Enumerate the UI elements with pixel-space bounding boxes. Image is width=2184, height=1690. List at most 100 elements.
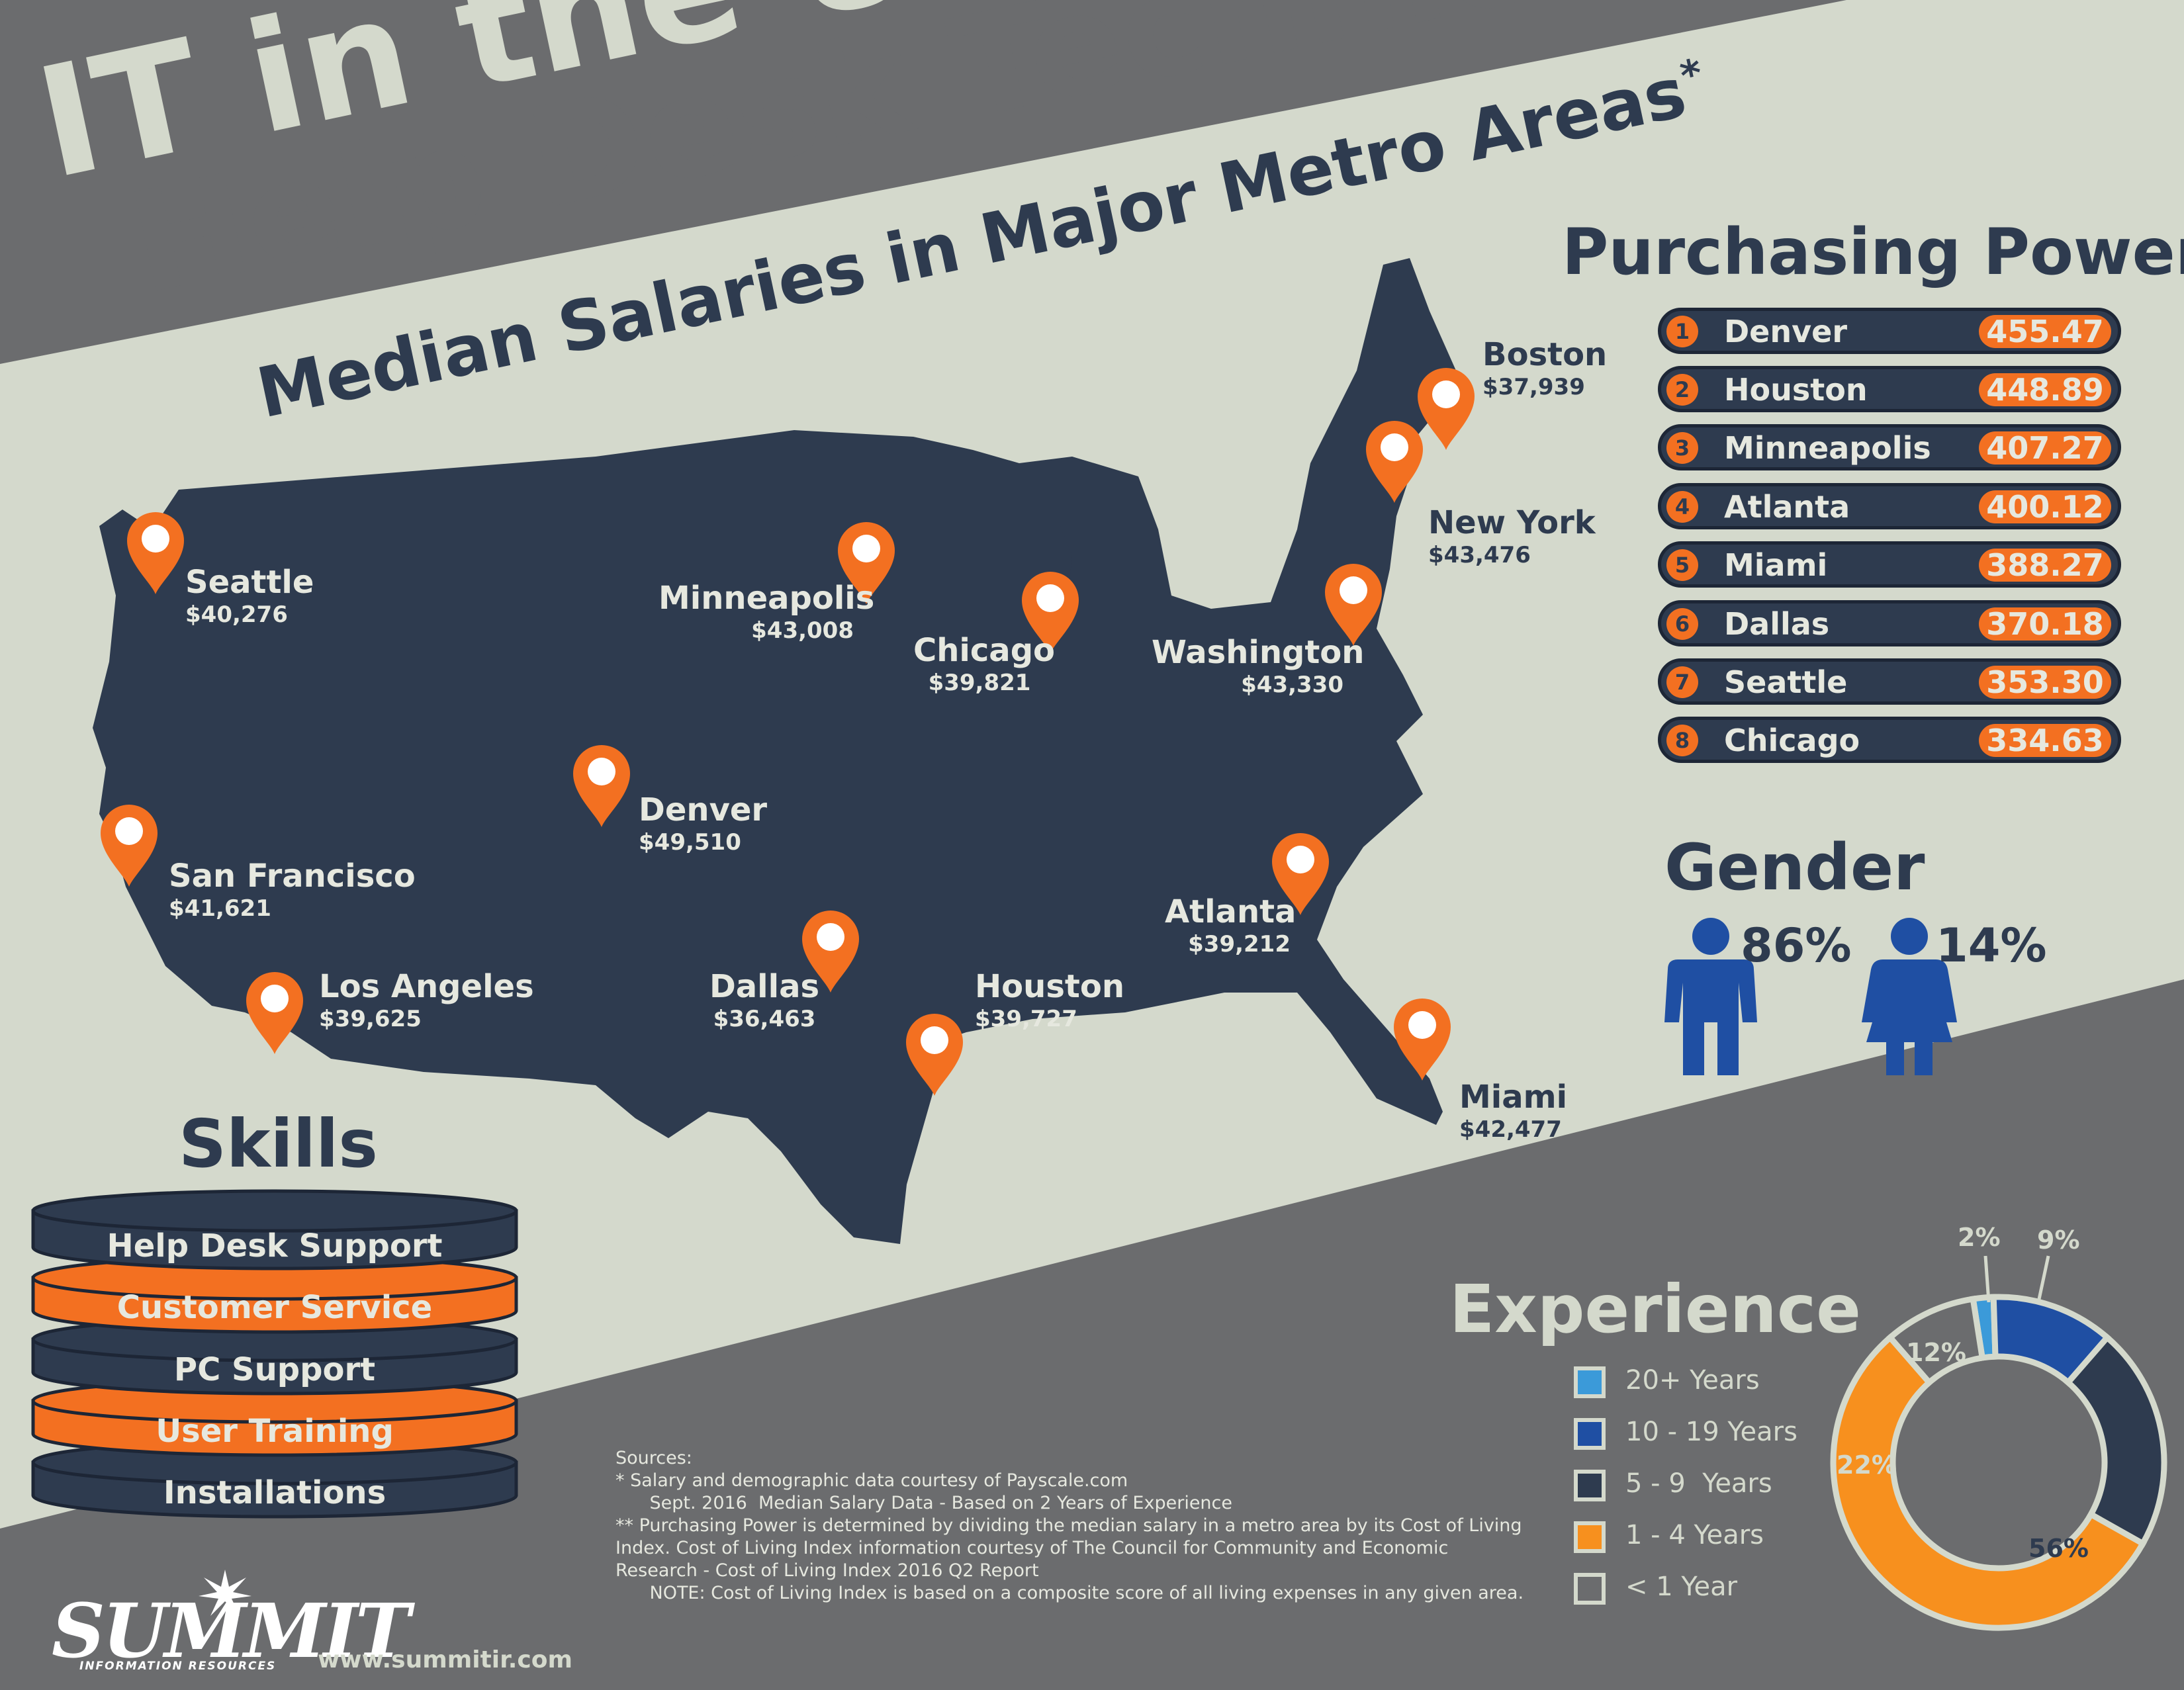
experience-donut-chart [1830, 1294, 2167, 1631]
city-salary: $40,276 [185, 601, 288, 628]
donut-label-10-19: 12% [1906, 1338, 1966, 1367]
map-pin-icon [1394, 999, 1451, 1081]
rank-badge: 1 [1666, 316, 1698, 347]
pp-city-name: Dallas [1724, 606, 1830, 642]
legend-swatch-under-1 [1574, 1573, 1606, 1605]
skill-disk-1 [31, 1189, 518, 1270]
city-label-dallas: Dallas $36,463 [702, 968, 827, 1032]
donut-slice-5 [1886, 1295, 1986, 1387]
city-name: Dallas [709, 968, 820, 1005]
city-name: Miami [1459, 1079, 1568, 1116]
city-salary: $39,625 [319, 1005, 422, 1032]
male-percent: 86% [1741, 918, 1852, 973]
skill-customer-service: Customer Service [116, 1289, 433, 1326]
legend-label-1-4: 1 - 4 Years [1625, 1520, 1764, 1550]
pp-value: 455.47 [1979, 315, 2111, 348]
rank-badge: 7 [1666, 666, 1698, 698]
city-salary: $49,510 [639, 828, 741, 856]
donut-slice-4 [1830, 1333, 2147, 1631]
source-line: Sources: [615, 1448, 692, 1468]
legend-label-5-9: 5 - 9 Years [1625, 1468, 1772, 1499]
experience-title: Experience [1449, 1270, 1861, 1348]
logo-subtitle: INFORMATION RESOURCES [79, 1660, 277, 1673]
source-line: Index. Cost of Living Index information … [615, 1538, 1449, 1558]
city-label-houston: Houston $39,727 [975, 968, 1124, 1032]
source-line: Research - Cost of Living Index 2016 Q2 … [615, 1560, 1039, 1581]
legend-label-10-19: 10 - 19 Years [1625, 1417, 1797, 1447]
city-salary: $39,212 [1188, 930, 1291, 957]
purchasing-power-title-text: Purchasing Power [1562, 215, 2184, 289]
legend-swatch-1-4 [1574, 1521, 1606, 1553]
city-name: San Francisco [169, 858, 416, 895]
city-label-seattle: Seattle $40,276 [185, 564, 314, 628]
starburst-icon [199, 1570, 251, 1616]
map-pin-icon [101, 805, 158, 887]
pp-city-name: Minneapolis [1724, 430, 1931, 466]
city-label-new-york: New York $43,476 [1428, 504, 1596, 568]
city-name: Atlanta [1165, 893, 1297, 930]
source-line: NOTE: Cost of Living Index is based on a… [615, 1583, 1524, 1603]
city-name: New York [1428, 504, 1596, 541]
pp-city-name: Atlanta [1724, 489, 1850, 525]
city-salary: $39,727 [975, 1005, 1077, 1032]
purchasing-power-row: 7 Seattle 353.30 [1658, 658, 2121, 705]
city-label-minneapolis: Minneapolis $43,008 [659, 580, 875, 644]
source-line: Sept. 2016 Median Salary Data - Based on… [615, 1493, 1233, 1513]
pp-value: 334.63 [1979, 724, 2111, 757]
purchasing-power-row: 4 Atlanta 400.12 [1658, 483, 2121, 529]
legend-swatch-20-plus [1574, 1366, 1606, 1398]
legend-label-under-1: < 1 Year [1625, 1572, 1738, 1602]
rank-badge: 6 [1666, 608, 1698, 640]
skill-help-desk-support: Help Desk Support [107, 1227, 443, 1265]
rank-badge: 3 [1666, 432, 1698, 464]
pp-city-name: Miami [1724, 547, 1828, 583]
skill-installations: Installations [163, 1474, 387, 1511]
map-pin-icon [1272, 833, 1329, 915]
city-label-boston: Boston $37,939 [1482, 336, 1607, 400]
skill-user-training: User Training [156, 1413, 394, 1450]
pp-value: 400.12 [1979, 490, 2111, 523]
donut-label-20-plus: 2% [1958, 1223, 2001, 1252]
woman-icon [1862, 918, 1957, 1075]
city-name: Washington [1152, 634, 1365, 671]
map-pin-icon [246, 972, 303, 1054]
map-pin-icon [1022, 572, 1079, 654]
donut-label-under-1: 9% [2037, 1225, 2080, 1255]
city-name: Minneapolis [659, 580, 875, 617]
purchasing-power-row: 6 Dallas 370.18 [1658, 600, 2121, 646]
map-pin-icon [573, 745, 630, 827]
female-percent: 14% [1936, 918, 2047, 973]
pp-value: 353.30 [1979, 666, 2111, 699]
purchasing-power-row: 3 Minneapolis 407.27 [1658, 424, 2121, 470]
city-label-denver: Denver $49,510 [639, 791, 767, 856]
pp-city-name: Houston [1724, 372, 1868, 408]
city-label-atlanta: Atlanta $39,212 [1165, 893, 1297, 957]
map-pin-icon [1418, 368, 1475, 450]
city-name: Houston [975, 968, 1124, 1005]
pp-city-name: Seattle [1724, 664, 1848, 700]
pp-value: 407.27 [1979, 431, 2111, 465]
gender-title: Gender [1664, 830, 1925, 905]
rank-badge: 4 [1666, 491, 1698, 523]
source-line: * Salary and demographic data courtesy o… [615, 1470, 1128, 1491]
city-label-washington: Washington $43,330 [1152, 634, 1365, 698]
map-pin-icon [838, 522, 895, 604]
city-name: Los Angeles [319, 968, 534, 1005]
purchasing-power-row: 8 Chicago 334.63 [1658, 717, 2121, 763]
pp-value: 370.18 [1979, 607, 2111, 641]
rank-badge: 5 [1666, 549, 1698, 581]
city-name: Boston [1482, 336, 1608, 373]
city-salary: $41,621 [169, 895, 271, 922]
purchasing-power-row: 1 Denver 455.47 [1658, 308, 2121, 354]
city-name: Chicago [913, 632, 1056, 669]
city-salary: $42,477 [1459, 1116, 1562, 1143]
map-pin-icon [127, 512, 184, 594]
donut-label-5-9: 22% [1837, 1450, 1897, 1480]
pp-city-name: Denver [1724, 314, 1847, 349]
rank-badge: 8 [1666, 725, 1698, 756]
purchasing-power-row: 2 Houston 448.89 [1658, 366, 2121, 412]
legend-swatch-10-19 [1574, 1418, 1606, 1450]
city-salary: $43,008 [751, 617, 854, 644]
